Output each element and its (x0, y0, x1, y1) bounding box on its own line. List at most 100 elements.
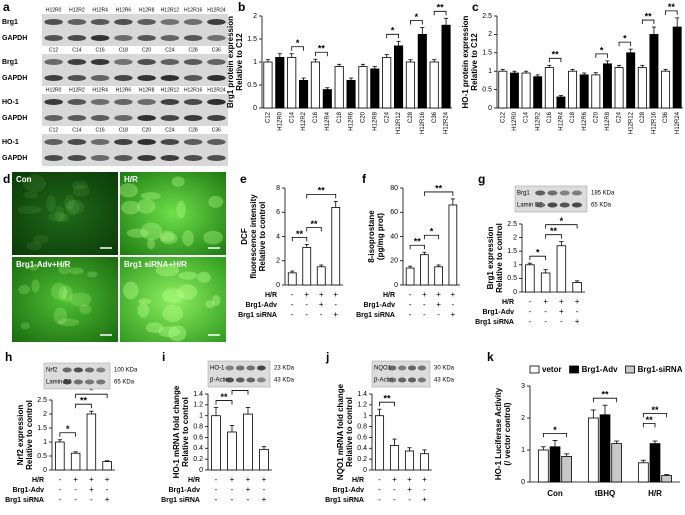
lane-label: H12R12 (161, 7, 180, 13)
lane-label: C28 (189, 127, 198, 133)
blot-band (183, 139, 203, 145)
condition-sign: - (423, 485, 426, 494)
condition-sign: - (291, 300, 294, 309)
bar (299, 80, 309, 109)
x-tick-label: H12R8 (372, 111, 378, 130)
significance-bracket (545, 234, 562, 239)
blot-band (90, 115, 110, 121)
condition-sign: + (333, 310, 338, 319)
y-axis-label: Relative to control (495, 223, 504, 293)
condition-sign: + (319, 290, 324, 299)
blot-band (235, 377, 245, 383)
y-tick-label: 0.4 (193, 445, 203, 452)
blot-band (160, 99, 180, 105)
condition-sign: + (575, 297, 580, 306)
bar (537, 449, 549, 483)
cell (211, 295, 221, 306)
lane-label: C36 (212, 127, 221, 133)
condition-sign: + (89, 475, 94, 484)
y-axis-label: Relative to control (25, 400, 34, 470)
cell (140, 192, 161, 200)
y-axis-label: Relative to control (181, 397, 190, 467)
bar (389, 445, 400, 471)
x-tick-label: C20 (361, 111, 367, 123)
bar (672, 26, 682, 109)
blot-band (44, 139, 63, 145)
bar (420, 254, 429, 286)
condition-label: Brg1 siRNA (238, 312, 277, 319)
y-tick-label: 0.5 (247, 82, 257, 89)
x-tick-label: H12R24 (444, 111, 450, 134)
cell (20, 322, 30, 330)
significance-bracket (75, 393, 108, 399)
bar (263, 61, 273, 109)
cell (32, 234, 49, 244)
blot-band (160, 115, 180, 121)
y-tick-label: 1 (488, 68, 492, 75)
cell (159, 230, 175, 242)
cell (160, 232, 178, 245)
x-tick-label: C18 (337, 111, 343, 123)
blot-size-label: 185 KDa (591, 191, 615, 197)
blot-strip (42, 94, 228, 126)
y-tick-label: 0.5 (482, 86, 492, 93)
x-tick-label: C18 (570, 111, 576, 123)
condition-sign: + (304, 290, 309, 299)
bar (394, 45, 404, 109)
y-tick-label: 1.4 (193, 391, 203, 398)
panel-label: d (3, 172, 10, 186)
lane-label: C24 (165, 47, 174, 53)
condition-sign: - (231, 485, 234, 494)
lane-label: H12R4 (92, 87, 108, 93)
significance-bracket (548, 57, 562, 63)
blot-band (67, 99, 87, 105)
condition-label: Brg1 siRNA (356, 312, 395, 319)
y-tick-label: 0.5 (507, 275, 517, 282)
cell (121, 200, 140, 215)
blot-size-label: 23 KDa (274, 366, 295, 372)
lane-label: H12R0 (46, 7, 62, 13)
condition-sign: + (246, 475, 251, 484)
lane-label: H12R0 (46, 87, 62, 93)
condition-sign: - (560, 317, 563, 326)
condition-sign: + (262, 475, 267, 484)
condition-sign: + (436, 300, 441, 309)
bar (70, 452, 81, 471)
row-label: HO-1 (2, 139, 19, 146)
y-tick-label: 3 (521, 383, 525, 390)
x-tick-label: C12 (500, 111, 506, 123)
y-tick-label: 1.5 (482, 50, 492, 57)
condition-label: Brg1-Adv (12, 487, 44, 494)
condition-sign: + (422, 290, 427, 299)
lane-label: C36 (212, 47, 221, 53)
blot-band (90, 99, 110, 105)
blot-band (90, 35, 110, 41)
condition-label: H/R (352, 477, 364, 484)
blot-band (90, 19, 110, 25)
blot-band (160, 155, 180, 161)
lane-label: C20 (142, 127, 151, 133)
y-tick-label: 0.6 (193, 434, 203, 441)
panel-label: a (3, 0, 10, 14)
blot-band (67, 59, 87, 65)
condition-sign: - (215, 475, 218, 484)
lane-label: C28 (189, 47, 198, 53)
significance-bracket (315, 51, 328, 57)
significance-label: ** (550, 226, 558, 236)
y-tick-label: 0.5 (37, 453, 47, 460)
lane-label: C14 (72, 47, 81, 53)
blot-band (44, 155, 63, 161)
blot-band (96, 367, 106, 373)
bar (498, 70, 508, 109)
blot-band (137, 75, 156, 81)
row-label: Brg1 (2, 59, 18, 66)
lane-label: C16 (96, 127, 105, 133)
blot-band (90, 155, 110, 161)
condition-sign: - (409, 310, 412, 319)
blot-band (207, 75, 226, 81)
blot-size-label: 30 KDa (434, 366, 455, 372)
blot-band (114, 19, 133, 25)
bar (370, 68, 380, 109)
x-tick-label: C16 (547, 111, 553, 123)
blot-band (160, 75, 180, 81)
